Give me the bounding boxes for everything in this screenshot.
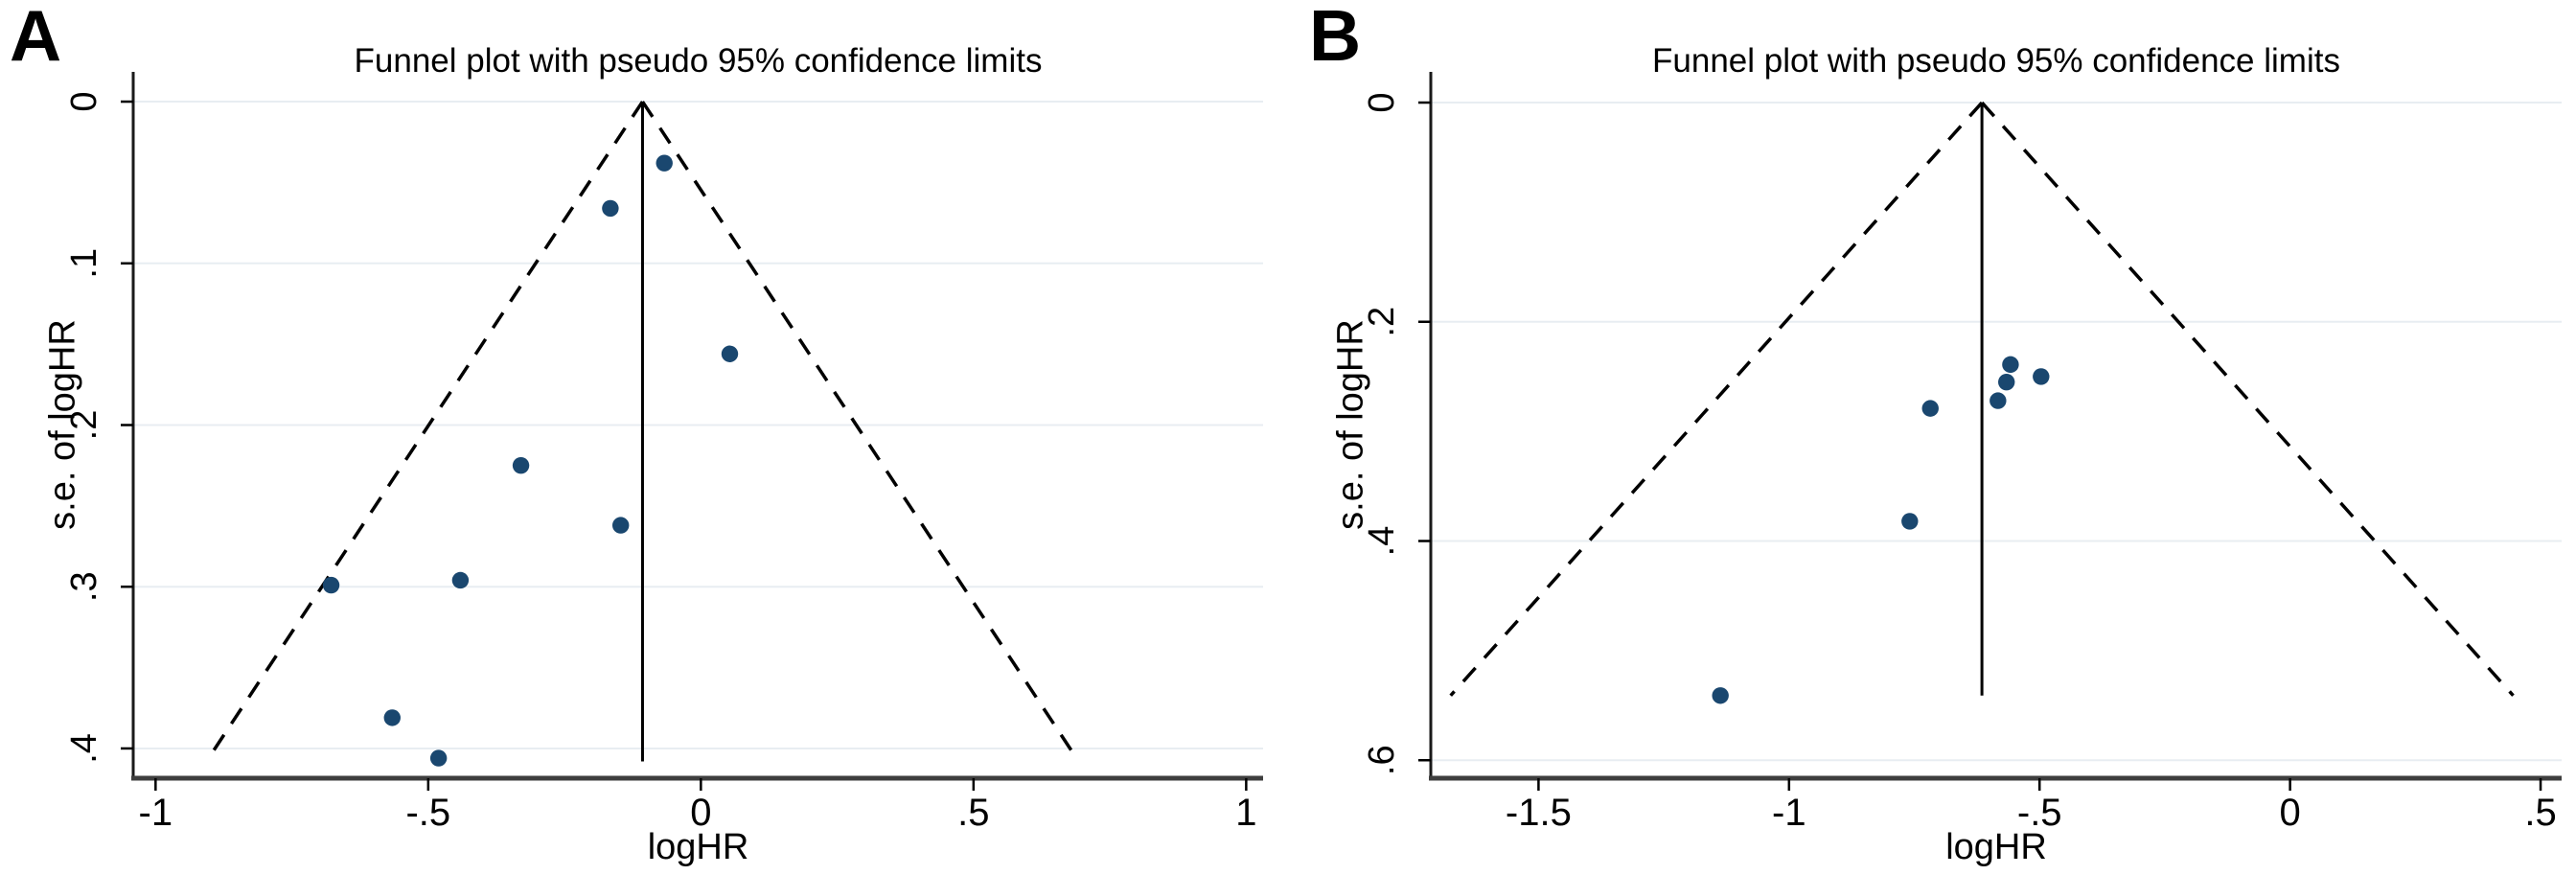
data-point [2033, 368, 2050, 385]
data-point [322, 576, 340, 594]
confidence-limit-right-dashed [1980, 101, 2515, 697]
data-point [656, 154, 673, 172]
data-point [2002, 356, 2019, 374]
x-tick-label: 0 [2280, 792, 2301, 834]
x-tick-label: -.5 [405, 792, 450, 834]
data-point [1921, 400, 1939, 417]
y-tick-label: .3 [64, 571, 104, 602]
y-tick-label: .2 [64, 410, 104, 441]
x-tick-label: -1 [1772, 792, 1806, 834]
funnel-plot-a-canvas: 0 .1 .2 .3 .4 -1 -.5 0 .5 1 [64, 72, 1263, 834]
x-tick-label: -1.5 [1506, 792, 1572, 834]
data-point [1712, 687, 1729, 704]
x-axis-title-b: logHR [1945, 827, 2047, 867]
funnel-plot-b-canvas: 0 .2 .4 .6 -1.5 -1 -.5 0 .5 [1362, 72, 2562, 834]
x-tick-label: -1 [139, 792, 173, 834]
x-tick-label: 0 [690, 792, 711, 834]
data-point [602, 199, 619, 218]
y-tick-label: 0 [64, 91, 104, 111]
data-point [611, 517, 630, 534]
y-tick-label: .1 [64, 248, 104, 279]
chart-title-b: Funnel plot with pseudo 95% confidence l… [1652, 42, 2340, 80]
y-tick-label: .6 [1362, 745, 1402, 775]
data-point [1998, 373, 2015, 391]
data-point [383, 709, 401, 726]
x-tick-label: .5 [2524, 792, 2556, 834]
data-point [721, 345, 739, 362]
x-tick-label: 1 [1235, 792, 1256, 834]
panel-label-a: A [10, 0, 62, 76]
y-tick-label: 0 [1362, 92, 1402, 112]
data-point [429, 749, 448, 767]
y-tick-label: .4 [64, 733, 104, 764]
confidence-limit-left-dashed [1449, 101, 1984, 697]
confidence-limit-left-dashed [209, 101, 644, 756]
y-axis-title-a: s.e. of logHR [42, 319, 83, 530]
data-point [451, 571, 470, 589]
panel-label-b: B [1309, 0, 1362, 76]
y-axis-title-b: s.e. of logHR [1330, 319, 1371, 530]
y-tick-label: .2 [1362, 307, 1402, 337]
data-point [1990, 392, 2007, 409]
chart-title-a: Funnel plot with pseudo 95% confidence l… [354, 42, 1043, 80]
x-tick-label: -.5 [2017, 792, 2062, 834]
y-tick-label: .4 [1362, 526, 1402, 557]
panel-a: A Funnel plot with pseudo 95% confidence… [10, 0, 1263, 867]
confidence-limit-right-dashed [641, 101, 1076, 756]
data-point [512, 456, 530, 474]
x-tick-label: .5 [957, 792, 989, 834]
panel-b: B Funnel plot with pseudo 95% confidence… [1288, 0, 2576, 875]
data-point [1901, 513, 1919, 530]
x-axis-title-a: logHR [647, 827, 749, 867]
